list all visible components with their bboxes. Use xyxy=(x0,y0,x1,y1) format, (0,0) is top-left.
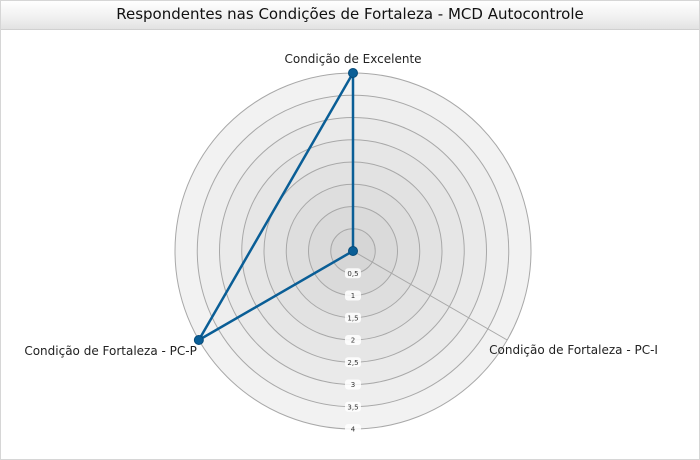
tick-label-7: 4 xyxy=(351,426,356,434)
radar-series-layer xyxy=(193,68,358,345)
tick-label-2: 1,5 xyxy=(347,314,358,322)
tick-label-bg-4 xyxy=(345,357,361,368)
series-0-line xyxy=(197,71,355,342)
tick-label-bg-6 xyxy=(345,401,361,412)
tick-label-bg-7 xyxy=(345,424,361,434)
axis-label-2: Condição de Fortaleza - PC-P xyxy=(24,344,197,358)
radar-tick-labels: 0,5 1 1,5 2 2,5 3 3,5 4 xyxy=(345,268,361,434)
series-0-point-1 xyxy=(348,246,358,256)
radar-axis-labels: Condição de Excelente Condição de Fortale… xyxy=(24,52,658,358)
axis-label-0: Condição de Excelente xyxy=(284,52,421,66)
tick-label-4: 2,5 xyxy=(347,359,358,367)
tick-label-bg-0 xyxy=(345,268,361,279)
tick-label-bg-2 xyxy=(345,312,361,323)
tick-label-bg-1 xyxy=(345,290,361,301)
title-bar: Respondentes nas Condições de Fortaleza … xyxy=(1,1,699,30)
tick-label-5: 3 xyxy=(351,381,355,389)
tick-label-0: 0,5 xyxy=(347,270,358,278)
tick-label-1: 1 xyxy=(351,292,355,300)
tick-label-bg-5 xyxy=(345,379,361,390)
tick-label-3: 2 xyxy=(351,337,355,345)
tick-label-6: 3,5 xyxy=(347,403,358,411)
radar-spoke-1 xyxy=(352,250,508,341)
tick-label-bg-3 xyxy=(345,335,361,345)
series-0-point-0 xyxy=(348,68,358,78)
series-0-point-2 xyxy=(193,335,204,345)
axis-label-1: Condição de Fortaleza - PC-I xyxy=(489,343,658,357)
chart-title: Respondentes nas Condições de Fortaleza … xyxy=(116,5,584,23)
radar-chart: 0,511,522,533,54 Condição de ExcelenteCo… xyxy=(24,52,658,434)
